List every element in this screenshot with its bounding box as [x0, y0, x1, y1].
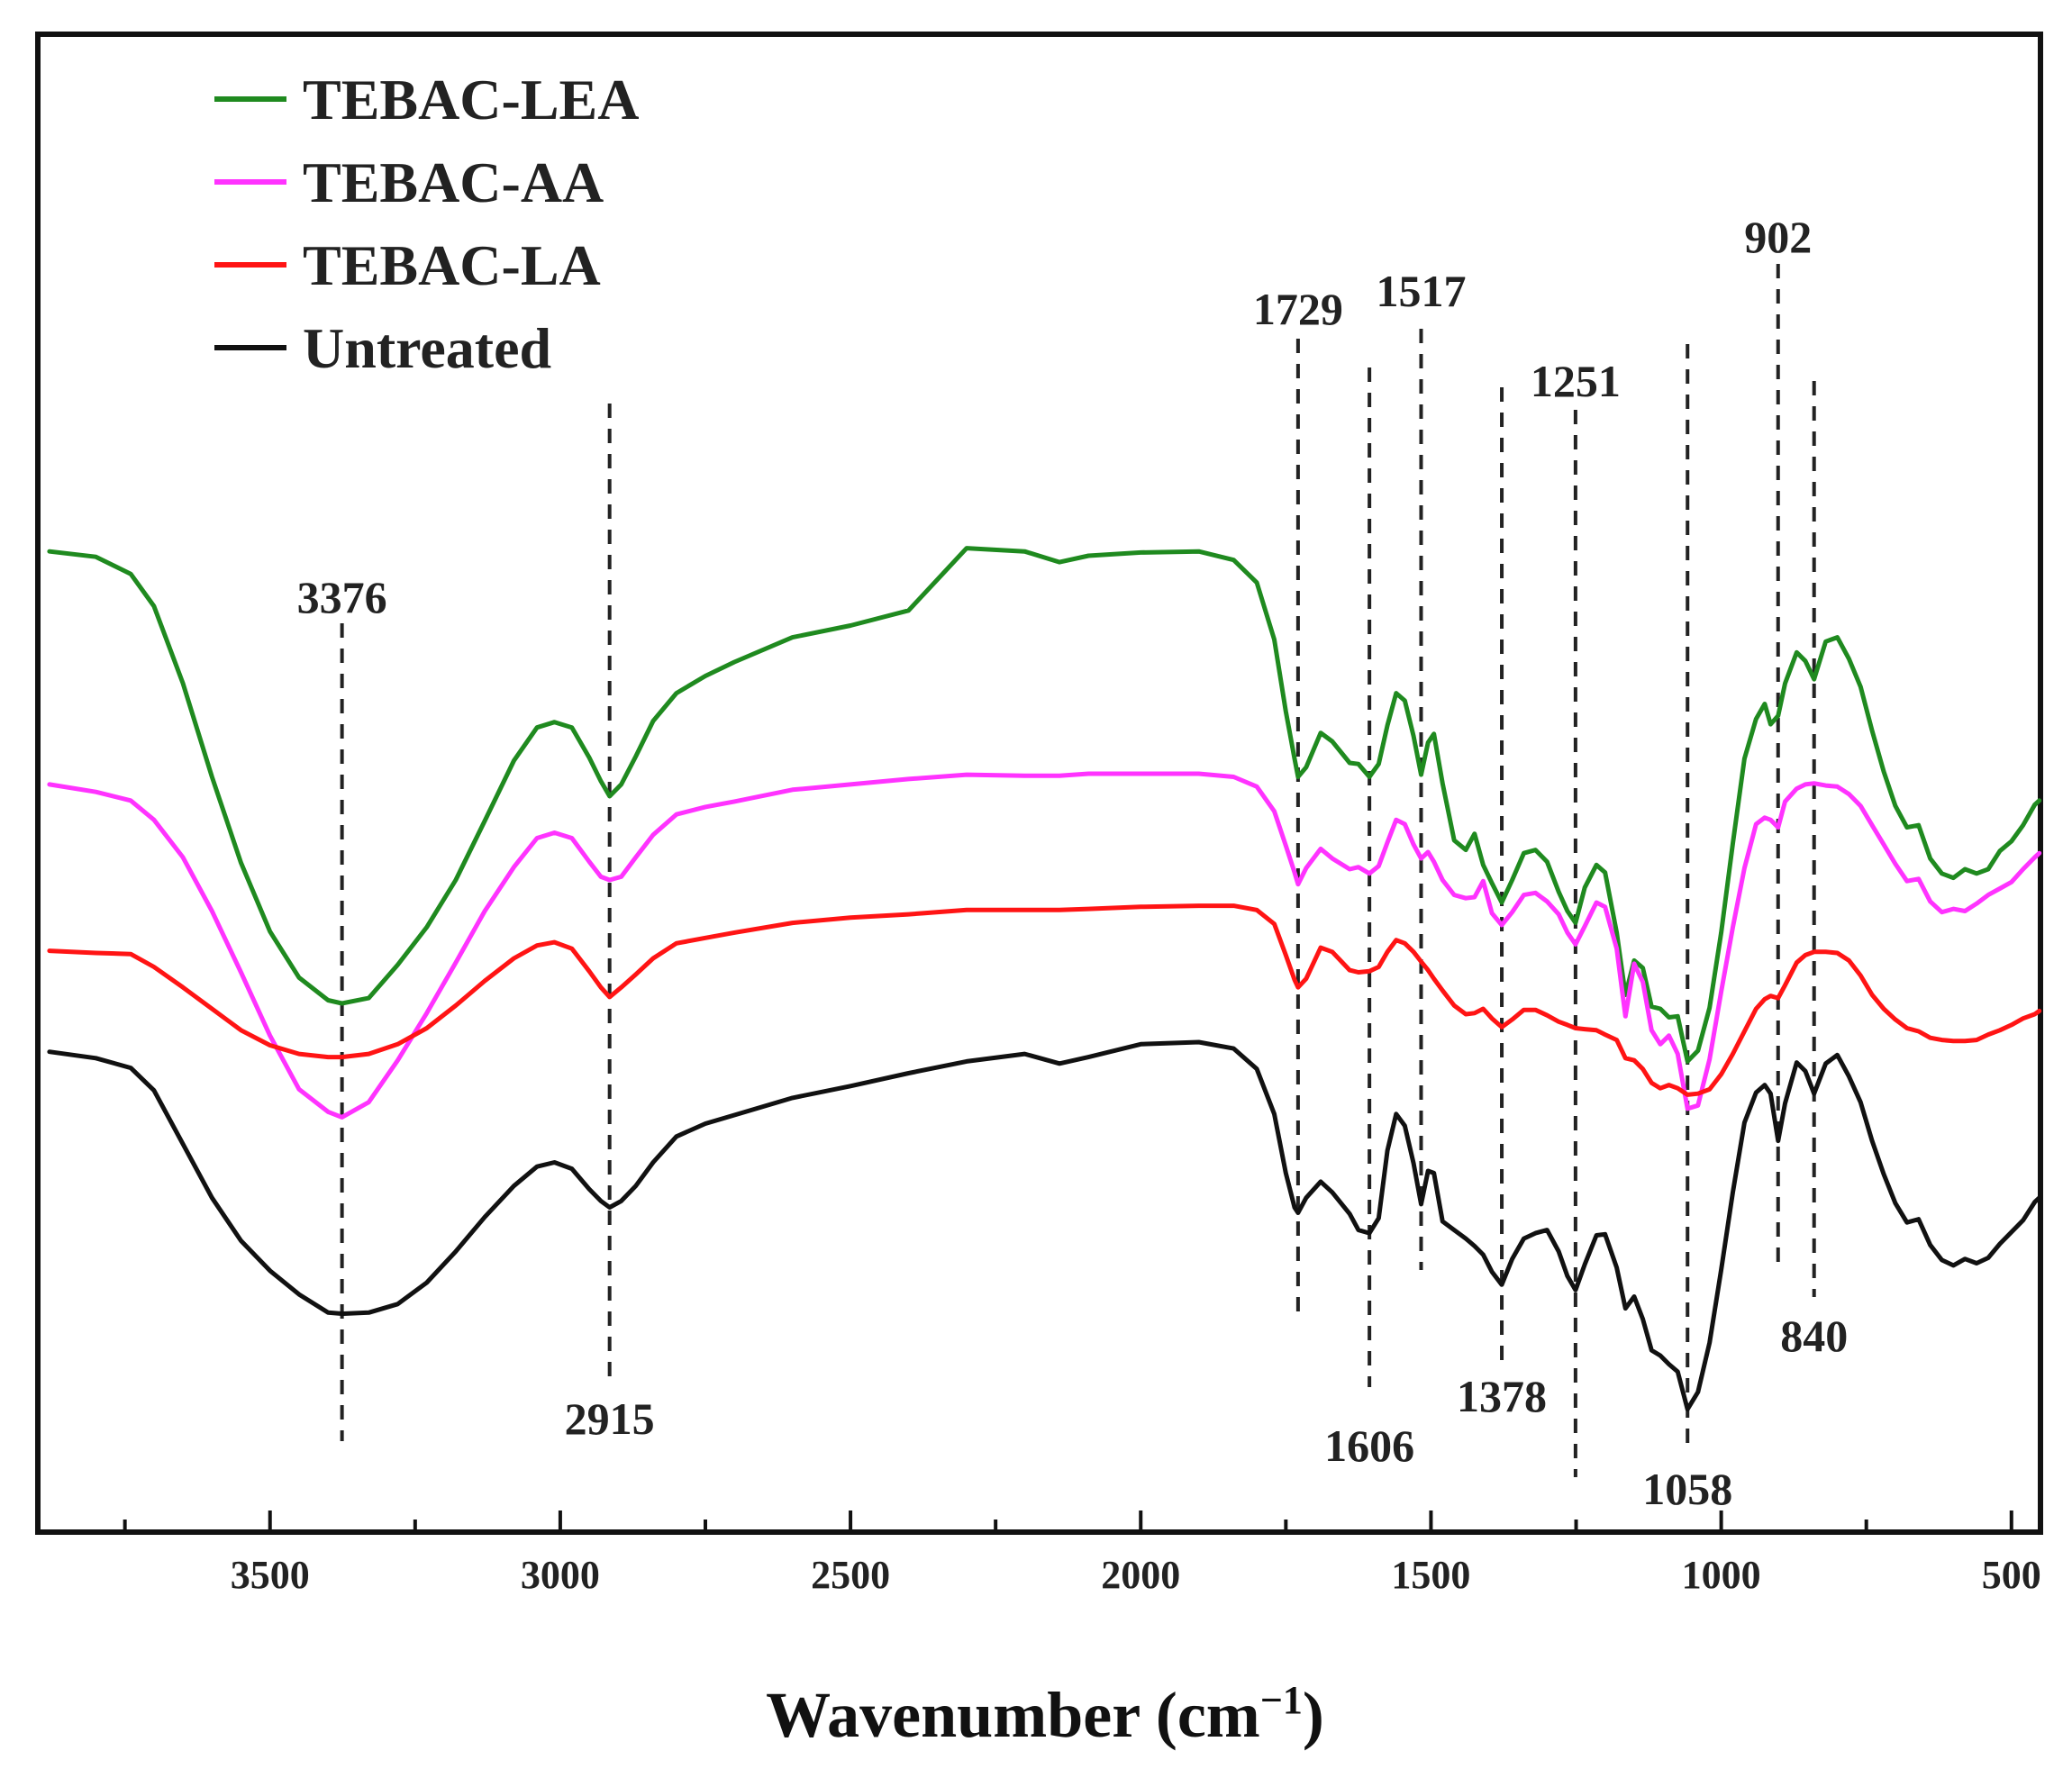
series-line-untreated	[47, 1039, 2042, 1412]
tick-label-1500: 1500	[1391, 1553, 1470, 1597]
tick-label-2500: 2500	[811, 1553, 890, 1597]
legend-label-tebac-la: TEBAC-LA	[303, 233, 601, 297]
legend-label-tebac-aa: TEBAC-AA	[303, 150, 604, 214]
series-line-tebac-aa	[47, 771, 2042, 1120]
peak-markers: 3376 2915 1729 1606 1517 1378 1251 1058 902 840	[297, 212, 1849, 1514]
tick-label-500: 500	[1982, 1553, 2041, 1597]
peak-label-902: 902	[1744, 212, 1812, 262]
peak-label-840: 840	[1780, 1311, 1848, 1361]
peak-label-1606: 1606	[1324, 1420, 1414, 1471]
x-axis-label-close: )	[1303, 1679, 1324, 1751]
x-axis-ticks: 3500 3000 2500 2000 1500 1000 500	[123, 1510, 2041, 1597]
series-line-tebac-la	[47, 903, 2042, 1097]
tick-label-3000: 3000	[521, 1553, 600, 1597]
peak-label-1729: 1729	[1253, 284, 1343, 334]
legend-label-untreated: Untreated	[303, 316, 551, 380]
tick-label-1000: 1000	[1682, 1553, 1761, 1597]
spectra-series	[47, 546, 2042, 1412]
legend: TEBAC-LEA TEBAC-AA TEBAC-LA Untreated	[214, 68, 639, 380]
peak-label-1517: 1517	[1376, 266, 1466, 316]
series-line-tebac-lea	[47, 546, 2042, 1064]
peak-label-3376: 3376	[297, 572, 387, 622]
x-axis-label-superscript: −1	[1260, 1678, 1303, 1722]
tick-label-2000: 2000	[1101, 1553, 1180, 1597]
x-axis-label: Wavenumber (cm−1)	[766, 1678, 1324, 1751]
tick-label-3500: 3500	[231, 1553, 310, 1597]
legend-label-tebac-lea: TEBAC-LEA	[303, 68, 639, 132]
peak-label-1251: 1251	[1531, 356, 1621, 406]
peak-label-1378: 1378	[1457, 1371, 1547, 1421]
plot-frame	[35, 32, 2043, 1535]
peak-label-2915: 2915	[565, 1393, 655, 1444]
peak-label-1058: 1058	[1642, 1464, 1732, 1514]
x-axis-label-main: Wavenumber (cm	[766, 1679, 1260, 1751]
